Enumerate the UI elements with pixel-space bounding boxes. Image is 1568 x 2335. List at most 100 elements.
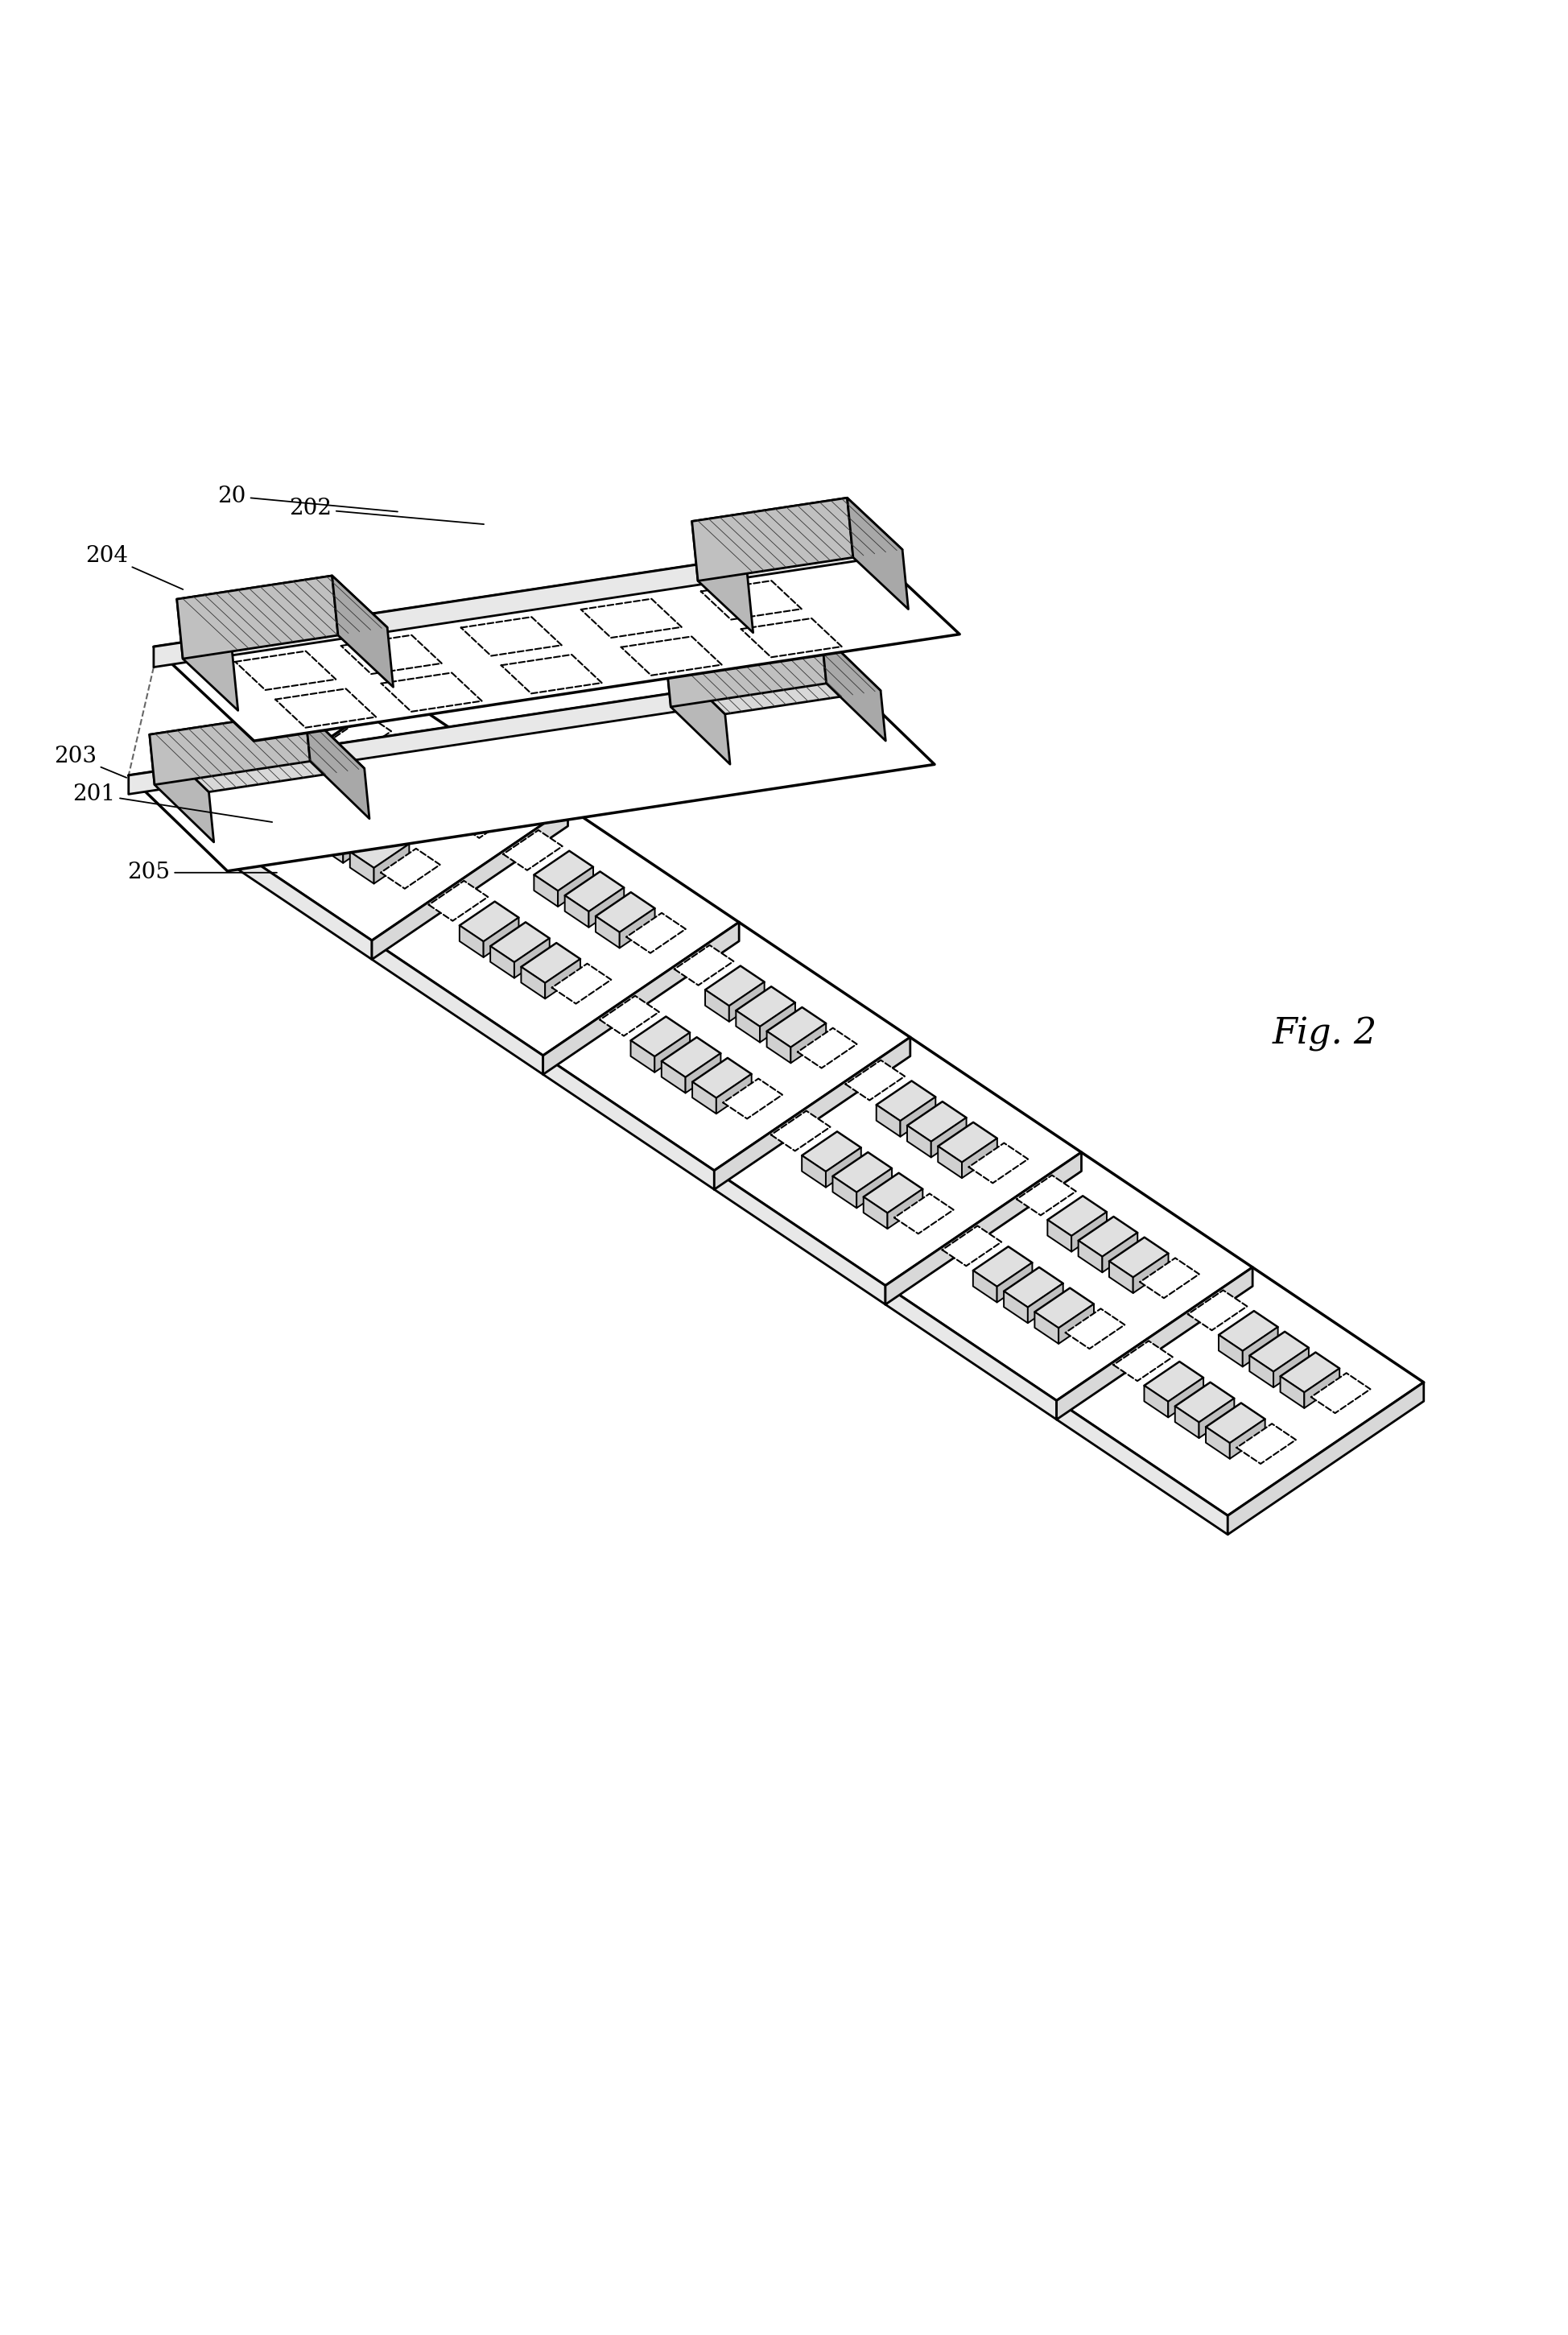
Polygon shape	[771, 1111, 831, 1151]
Polygon shape	[1109, 1238, 1168, 1277]
Polygon shape	[289, 787, 348, 827]
Polygon shape	[662, 1060, 685, 1093]
Polygon shape	[701, 581, 801, 619]
Polygon shape	[1145, 1361, 1204, 1401]
Polygon shape	[997, 1263, 1032, 1303]
Polygon shape	[177, 600, 238, 710]
Polygon shape	[459, 901, 519, 941]
Polygon shape	[521, 967, 546, 999]
Polygon shape	[1016, 1175, 1076, 1214]
Polygon shape	[149, 712, 310, 785]
Polygon shape	[666, 633, 826, 708]
Polygon shape	[1206, 1427, 1229, 1459]
Polygon shape	[1174, 1406, 1200, 1438]
Polygon shape	[491, 946, 514, 978]
Polygon shape	[373, 843, 409, 883]
Polygon shape	[535, 850, 593, 892]
Polygon shape	[877, 1081, 936, 1121]
Text: 202: 202	[289, 497, 485, 525]
Polygon shape	[257, 766, 317, 806]
Polygon shape	[1305, 1368, 1339, 1408]
Polygon shape	[1228, 1382, 1424, 1534]
Polygon shape	[693, 1081, 717, 1114]
Polygon shape	[1168, 1378, 1204, 1417]
Polygon shape	[362, 759, 387, 792]
Polygon shape	[621, 637, 721, 675]
Polygon shape	[864, 1172, 922, 1214]
Polygon shape	[833, 1151, 892, 1193]
Polygon shape	[864, 1198, 887, 1228]
Polygon shape	[514, 939, 549, 978]
Polygon shape	[1057, 1401, 1228, 1534]
Polygon shape	[350, 829, 409, 869]
Polygon shape	[1189, 1291, 1247, 1331]
Polygon shape	[938, 1146, 961, 1179]
Polygon shape	[801, 1132, 861, 1172]
Polygon shape	[969, 1142, 1029, 1184]
Polygon shape	[908, 1102, 966, 1142]
Polygon shape	[666, 656, 731, 764]
Polygon shape	[343, 824, 378, 864]
Polygon shape	[894, 1193, 953, 1233]
Polygon shape	[717, 1074, 751, 1114]
Polygon shape	[552, 964, 612, 1004]
Polygon shape	[1145, 1385, 1168, 1417]
Polygon shape	[543, 1055, 715, 1189]
Polygon shape	[428, 880, 488, 920]
Polygon shape	[742, 619, 842, 656]
Polygon shape	[362, 736, 422, 775]
Polygon shape	[521, 943, 580, 983]
Polygon shape	[564, 871, 624, 911]
Polygon shape	[886, 1153, 1082, 1305]
Polygon shape	[1102, 1233, 1137, 1273]
Polygon shape	[826, 1146, 861, 1186]
Polygon shape	[685, 1053, 721, 1093]
Polygon shape	[767, 1006, 826, 1048]
Polygon shape	[1281, 1352, 1339, 1392]
Polygon shape	[619, 908, 655, 948]
Polygon shape	[1206, 1403, 1265, 1443]
Polygon shape	[1140, 1259, 1200, 1298]
Polygon shape	[543, 922, 739, 1074]
Polygon shape	[502, 654, 602, 693]
Polygon shape	[691, 521, 753, 633]
Polygon shape	[546, 960, 580, 999]
Polygon shape	[588, 887, 624, 927]
Polygon shape	[715, 1037, 1082, 1287]
Polygon shape	[886, 1287, 1057, 1420]
Polygon shape	[655, 1032, 690, 1072]
Polygon shape	[276, 689, 376, 729]
Text: Fig. 2: Fig. 2	[1273, 1016, 1377, 1051]
Polygon shape	[1250, 1357, 1273, 1387]
Polygon shape	[381, 672, 481, 712]
Polygon shape	[1134, 1254, 1168, 1294]
Polygon shape	[1035, 1289, 1094, 1329]
Polygon shape	[601, 995, 659, 1037]
Polygon shape	[877, 1104, 900, 1137]
Polygon shape	[503, 831, 563, 871]
Polygon shape	[1004, 1268, 1063, 1308]
Polygon shape	[129, 668, 935, 871]
Polygon shape	[129, 668, 836, 794]
Polygon shape	[1218, 1310, 1278, 1352]
Polygon shape	[662, 1037, 721, 1076]
Polygon shape	[596, 915, 619, 948]
Polygon shape	[1200, 1399, 1234, 1438]
Polygon shape	[666, 633, 881, 715]
Polygon shape	[723, 1079, 782, 1118]
Polygon shape	[691, 497, 903, 572]
Polygon shape	[312, 803, 348, 843]
Polygon shape	[596, 892, 655, 932]
Text: 20: 20	[218, 486, 398, 511]
Polygon shape	[535, 876, 558, 906]
Polygon shape	[1237, 1424, 1295, 1464]
Polygon shape	[350, 852, 373, 883]
Polygon shape	[425, 778, 483, 817]
Polygon shape	[342, 635, 442, 675]
Polygon shape	[543, 922, 909, 1170]
Polygon shape	[845, 1060, 905, 1100]
Polygon shape	[394, 780, 417, 813]
Polygon shape	[1057, 1268, 1253, 1420]
Polygon shape	[1113, 1340, 1173, 1380]
Polygon shape	[1109, 1261, 1134, 1294]
